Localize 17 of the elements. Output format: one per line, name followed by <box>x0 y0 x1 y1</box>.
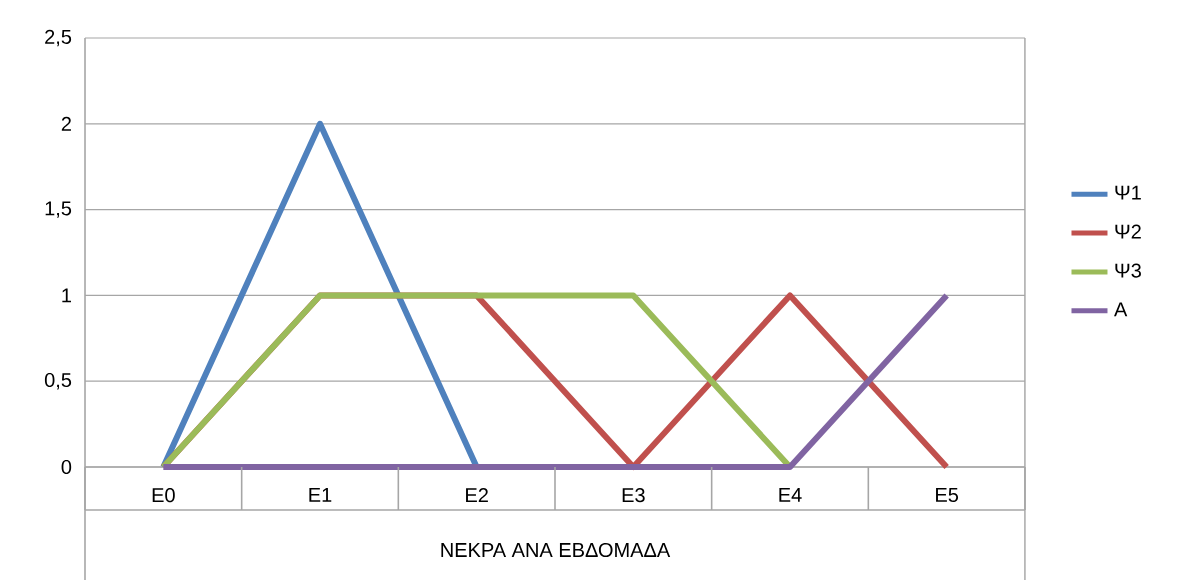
x-axis-title: ΝΕΚΡΑ ΑΝΑ ΕΒΔΟΜΑΔΑ <box>441 542 671 558</box>
x-tick-label: E3 <box>622 488 645 503</box>
y-tick-label: 1 <box>62 288 71 303</box>
y-tick-label: 1,5 <box>45 201 72 218</box>
y-tick-label: 2,5 <box>45 29 72 47</box>
legend-label: Ψ1 <box>1115 185 1141 200</box>
x-tick-label: E0 <box>152 488 175 503</box>
y-tick-label: 2 <box>61 116 71 131</box>
x-tick-label: E4 <box>779 488 802 502</box>
y-tick-label: 0 <box>61 459 72 475</box>
x-tick-label: E5 <box>936 488 959 503</box>
y-tick-label: 0,5 <box>44 372 72 390</box>
legend-label: A <box>1114 302 1128 317</box>
legend-label: Ψ3 <box>1115 263 1141 278</box>
x-tick-label: E1 <box>309 488 332 502</box>
legend-label: Ψ2 <box>1115 224 1141 239</box>
x-tick-label: E2 <box>466 488 488 503</box>
